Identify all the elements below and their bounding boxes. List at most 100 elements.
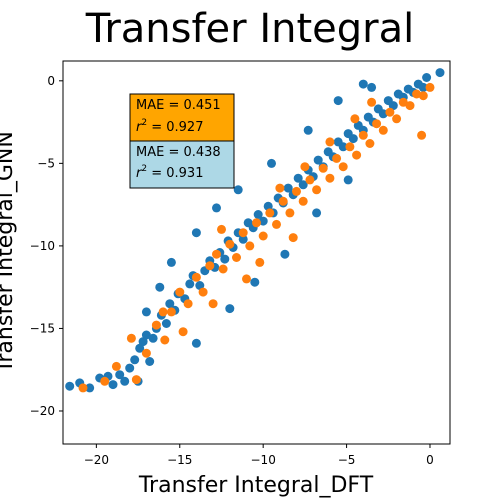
data-point bbox=[165, 299, 175, 309]
data-point bbox=[372, 119, 382, 129]
data-point bbox=[166, 257, 176, 267]
data-point bbox=[183, 299, 193, 309]
x-tick-label: 0 bbox=[426, 453, 434, 467]
data-point bbox=[298, 196, 308, 206]
data-point bbox=[332, 153, 342, 163]
data-point bbox=[178, 327, 188, 337]
data-point bbox=[85, 383, 95, 393]
data-point bbox=[111, 361, 121, 371]
data-point bbox=[338, 162, 348, 172]
x-tick-label: −5 bbox=[338, 453, 356, 467]
data-point bbox=[418, 82, 428, 92]
data-point bbox=[198, 287, 208, 297]
data-point bbox=[367, 97, 377, 107]
series-2 bbox=[78, 82, 435, 393]
annotation-box-blue bbox=[129, 140, 235, 189]
data-point bbox=[217, 224, 226, 234]
data-point bbox=[242, 274, 251, 284]
r2-exponent: 2 bbox=[141, 118, 147, 128]
data-point bbox=[245, 241, 255, 251]
x-tick-label: −20 bbox=[84, 453, 109, 467]
data-point bbox=[378, 125, 388, 135]
data-point bbox=[283, 183, 293, 193]
data-point bbox=[145, 357, 155, 366]
data-point bbox=[392, 114, 402, 124]
data-point bbox=[131, 375, 141, 385]
r2-value: = 0.927 bbox=[147, 120, 203, 135]
data-point bbox=[130, 355, 140, 365]
series-layer bbox=[65, 68, 445, 393]
mae-annotation-orange: MAE = 0.451 r2 = 0.927 bbox=[129, 93, 235, 142]
data-point bbox=[285, 208, 295, 218]
data-point bbox=[78, 383, 88, 393]
data-point bbox=[275, 183, 285, 193]
y-tick-label: −5 bbox=[37, 156, 55, 170]
data-point bbox=[233, 185, 243, 195]
annotation-mae-blue: MAE = 0.438 bbox=[136, 145, 221, 160]
mae-annotation-blue: MAE = 0.438 r2 = 0.931 bbox=[129, 140, 235, 189]
data-point bbox=[126, 333, 136, 343]
data-point bbox=[348, 134, 358, 144]
data-point bbox=[212, 203, 221, 213]
data-point bbox=[253, 210, 263, 219]
data-point bbox=[422, 73, 432, 82]
data-point bbox=[313, 155, 323, 165]
data-point bbox=[267, 158, 276, 168]
data-point bbox=[300, 162, 310, 172]
data-point bbox=[141, 348, 151, 358]
data-point bbox=[135, 343, 145, 353]
data-point bbox=[312, 208, 322, 218]
data-point bbox=[161, 319, 171, 328]
data-point bbox=[417, 130, 427, 140]
data-point bbox=[425, 82, 435, 92]
data-point bbox=[292, 186, 301, 196]
data-point bbox=[120, 376, 130, 386]
x-axis-ticks: −20 −15 −10 −5 0 bbox=[84, 444, 434, 467]
data-point bbox=[345, 142, 355, 152]
data-point bbox=[365, 139, 375, 148]
annotation-r2-blue: r2 = 0.931 bbox=[136, 164, 203, 181]
data-point bbox=[191, 338, 201, 348]
data-point bbox=[288, 233, 298, 243]
data-point bbox=[325, 137, 335, 147]
y-axis-ticks: −20 −15 −10 −5 0 bbox=[30, 74, 63, 418]
data-point bbox=[398, 97, 408, 107]
data-point bbox=[293, 173, 303, 183]
data-point bbox=[343, 175, 353, 185]
data-point bbox=[272, 219, 281, 229]
data-point bbox=[255, 257, 265, 267]
data-point bbox=[208, 299, 218, 309]
data-point bbox=[250, 277, 260, 287]
data-point bbox=[303, 125, 313, 135]
y-tick-label: −10 bbox=[30, 239, 55, 253]
x-tick-label: −10 bbox=[251, 453, 276, 467]
data-point bbox=[325, 173, 335, 183]
x-axis-label: Transfer Integral_DFT bbox=[138, 473, 374, 498]
data-point bbox=[358, 79, 368, 89]
data-point bbox=[212, 249, 221, 259]
r2-value: = 0.931 bbox=[147, 166, 203, 181]
data-point bbox=[155, 282, 165, 292]
data-point bbox=[205, 261, 215, 271]
data-point bbox=[141, 330, 151, 340]
data-point bbox=[318, 163, 328, 173]
data-point bbox=[352, 150, 362, 160]
data-point bbox=[252, 218, 261, 228]
y-tick-label: −20 bbox=[30, 404, 55, 418]
data-point bbox=[125, 363, 135, 373]
data-point bbox=[115, 370, 125, 380]
r2-exponent: 2 bbox=[141, 164, 147, 174]
data-point bbox=[238, 234, 248, 244]
plot-area: −20 −15 −10 −5 0 −20 −15 −10 −5 0 bbox=[30, 60, 451, 467]
r2-symbol: r bbox=[136, 120, 143, 135]
data-point bbox=[191, 272, 201, 282]
data-point bbox=[298, 180, 308, 190]
data-point bbox=[100, 376, 110, 386]
data-point bbox=[418, 91, 428, 101]
data-point bbox=[160, 335, 170, 345]
data-point bbox=[148, 333, 158, 343]
data-point bbox=[191, 228, 201, 238]
y-tick-label: 0 bbox=[47, 74, 55, 88]
r2-symbol: r bbox=[136, 166, 143, 181]
data-point bbox=[333, 96, 343, 106]
